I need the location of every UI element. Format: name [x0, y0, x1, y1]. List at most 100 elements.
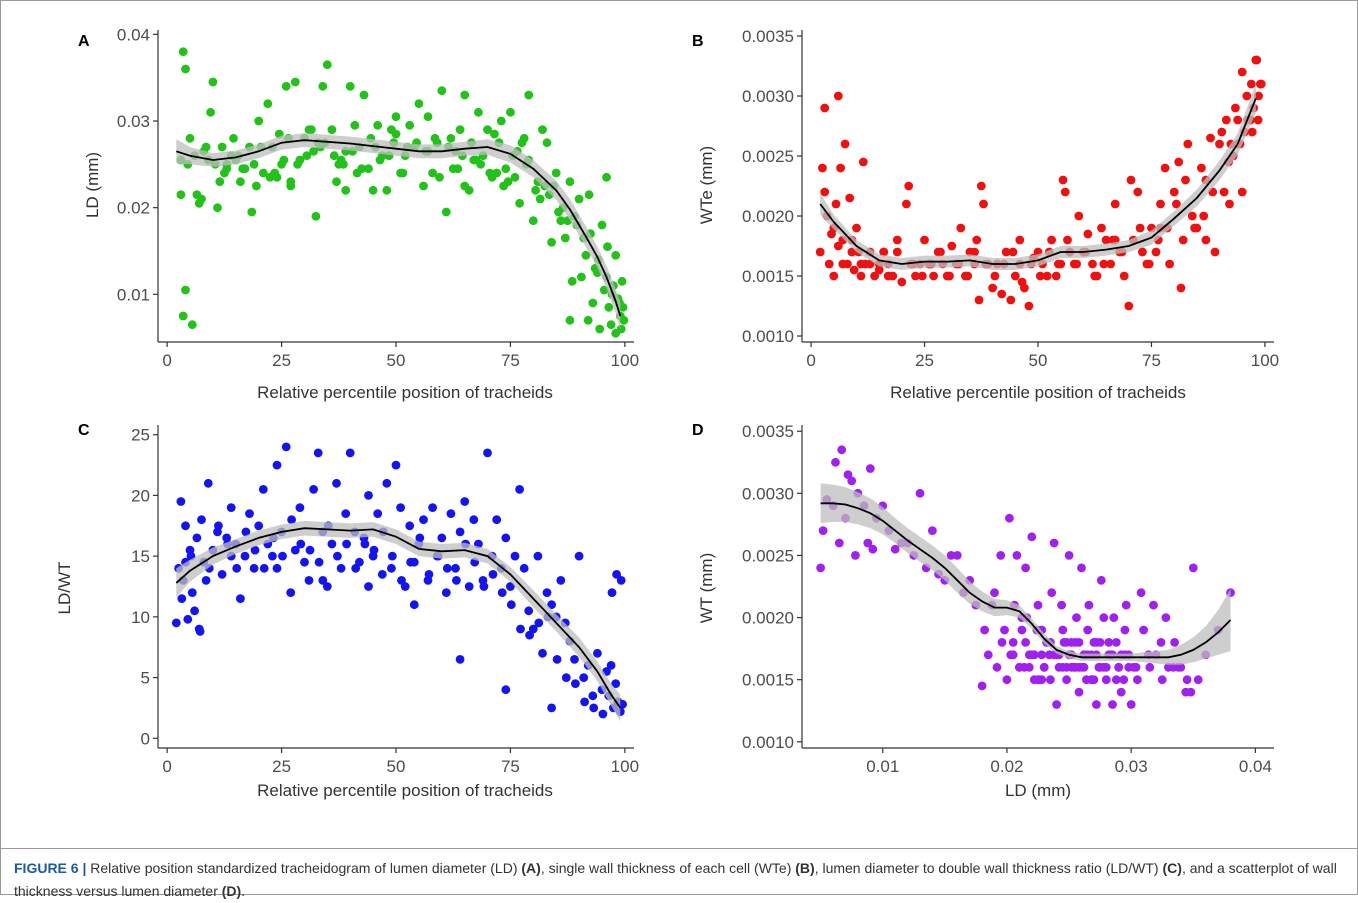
data-point: [997, 638, 1007, 647]
data-point: [446, 133, 456, 143]
data-point: [577, 272, 586, 282]
data-point: [1145, 662, 1155, 672]
data-point: [533, 551, 543, 561]
data-point: [396, 503, 405, 512]
data-point: [816, 563, 825, 573]
data-point: [249, 159, 259, 169]
data-point: [236, 177, 245, 187]
data-point: [997, 289, 1007, 299]
y-tick-label: 0.0035: [742, 27, 794, 46]
panel-c-y-label: LD/WT: [55, 562, 74, 615]
data-point: [604, 302, 614, 312]
data-point: [1126, 175, 1136, 185]
data-point: [820, 187, 830, 197]
data-point: [1144, 259, 1154, 269]
data-point: [847, 476, 857, 486]
data-point: [490, 129, 499, 139]
data-point: [1074, 662, 1084, 672]
data-point: [556, 216, 566, 226]
data-point: [382, 478, 392, 488]
data-point: [364, 164, 373, 174]
data-point: [1110, 199, 1120, 209]
data-point: [1242, 91, 1252, 101]
data-point: [181, 521, 190, 531]
data-point: [1090, 271, 1100, 281]
data-point: [232, 563, 242, 573]
data-point: [611, 250, 621, 260]
y-tick-label: 0.0030: [742, 87, 794, 106]
data-point: [258, 168, 268, 178]
data-point: [214, 521, 223, 531]
data-point: [519, 563, 529, 573]
data-point: [387, 563, 396, 573]
data-point: [455, 125, 465, 135]
data-point: [581, 250, 591, 260]
data-point: [831, 199, 841, 209]
data-point: [1037, 650, 1047, 660]
data-point: [229, 133, 238, 143]
data-point: [460, 90, 470, 100]
y-tick-label: 0.0030: [742, 484, 794, 503]
data-point: [345, 81, 355, 91]
data-point: [836, 163, 845, 173]
data-point: [453, 164, 463, 174]
panel-d-y-ticks: 0.0010 0.0015 0.0020 0.0025 0.0030 0.0035: [742, 422, 802, 752]
y-tick-label: 0.0025: [742, 546, 794, 565]
data-point: [1021, 563, 1030, 573]
data-point: [1111, 638, 1121, 647]
data-point: [1109, 613, 1119, 622]
data-point: [1169, 187, 1179, 197]
y-tick-label: 0.03: [117, 112, 150, 131]
data-point: [1108, 700, 1117, 709]
data-point: [915, 488, 925, 498]
confidence-band: [820, 483, 1231, 665]
data-point: [565, 315, 575, 325]
data-point: [1246, 79, 1256, 89]
data-point: [1176, 283, 1186, 293]
data-point: [1221, 115, 1231, 125]
panel-d-points: [816, 445, 1235, 709]
x-tick-label: 0.02: [990, 757, 1023, 776]
data-point: [1099, 259, 1109, 269]
caption-text: Relative position standardized tracheido…: [86, 860, 522, 876]
data-point: [870, 271, 879, 281]
data-point: [1017, 625, 1027, 635]
data-point: [295, 503, 305, 512]
data-point: [437, 86, 447, 96]
data-point: [883, 271, 893, 281]
x-tick-label: 0.03: [1115, 757, 1148, 776]
data-point: [1139, 625, 1148, 635]
data-point: [1047, 588, 1057, 598]
data-point: [364, 491, 373, 500]
data-point: [332, 478, 341, 488]
y-tick-label: 0.0020: [742, 609, 794, 628]
data-point: [187, 588, 197, 597]
data-point: [588, 298, 598, 308]
data-point: [856, 259, 866, 269]
data-point: [551, 168, 561, 178]
data-point: [1077, 563, 1086, 573]
data-point: [979, 199, 988, 209]
panel-b: B 0.0010 0.0015 0.0020 0.0025 0.0030 0.0035 0…: [692, 27, 1279, 402]
data-point: [496, 116, 506, 126]
panel-d: D 0.0010 0.0015 0.0020 0.0025 0.0030 0.0035 0…: [692, 422, 1274, 800]
data-point: [460, 181, 470, 191]
data-point: [375, 155, 385, 165]
figure-caption: FIGURE 6 | Relative position standardize…: [14, 857, 1339, 903]
confidence-band: [820, 84, 1256, 270]
data-point: [341, 509, 351, 518]
data-point: [415, 533, 425, 543]
data-point: [360, 539, 370, 549]
data-point: [281, 81, 291, 91]
data-point: [1072, 613, 1081, 622]
data-point: [446, 509, 456, 518]
data-point: [902, 199, 911, 209]
data-point: [597, 220, 607, 230]
data-point: [272, 172, 282, 182]
data-point: [364, 582, 373, 591]
data-point: [1119, 675, 1129, 685]
data-point: [920, 235, 929, 245]
data-point: [483, 448, 492, 458]
data-point: [992, 662, 1002, 672]
data-point: [373, 509, 383, 518]
